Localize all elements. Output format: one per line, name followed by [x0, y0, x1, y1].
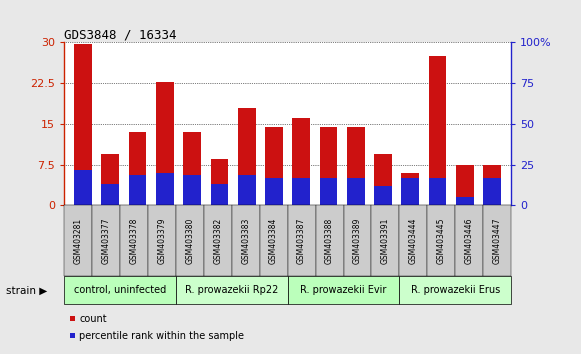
Text: GSM403444: GSM403444: [409, 217, 418, 264]
Bar: [102, 154, 119, 205]
Text: GSM403388: GSM403388: [325, 218, 334, 264]
Text: R. prowazekii Erus: R. prowazekii Erus: [411, 285, 500, 295]
Bar: [374, 154, 392, 205]
Bar: [320, 178, 338, 205]
Text: control, uninfected: control, uninfected: [74, 285, 166, 295]
Text: GSM403445: GSM403445: [437, 217, 446, 264]
Text: GSM403382: GSM403382: [213, 218, 222, 264]
Bar: [483, 165, 501, 205]
Text: GSM403377: GSM403377: [101, 217, 110, 264]
Text: GSM403379: GSM403379: [157, 217, 166, 264]
Bar: [129, 176, 146, 205]
Bar: [238, 108, 256, 205]
Bar: [238, 176, 256, 205]
Bar: [456, 197, 474, 205]
Bar: [265, 127, 283, 205]
Bar: [102, 184, 119, 205]
Bar: [156, 82, 174, 205]
Bar: [183, 132, 201, 205]
Bar: [401, 178, 419, 205]
Bar: [156, 173, 174, 205]
Bar: [292, 119, 310, 205]
Bar: [210, 159, 228, 205]
Bar: [210, 184, 228, 205]
Text: GSM403387: GSM403387: [297, 217, 306, 264]
Bar: [74, 44, 92, 205]
Text: count: count: [79, 314, 107, 324]
Text: R. prowazekii Evir: R. prowazekii Evir: [300, 285, 387, 295]
Bar: [429, 56, 446, 205]
Bar: [374, 186, 392, 205]
Text: GSM403383: GSM403383: [241, 217, 250, 264]
Text: strain ▶: strain ▶: [6, 285, 47, 295]
Bar: [129, 132, 146, 205]
Text: GSM403391: GSM403391: [381, 217, 390, 264]
Text: GSM403378: GSM403378: [130, 217, 138, 264]
Bar: [320, 127, 338, 205]
Bar: [429, 178, 446, 205]
Text: GSM403281: GSM403281: [73, 218, 83, 264]
Bar: [292, 178, 310, 205]
Text: GSM403384: GSM403384: [269, 217, 278, 264]
Bar: [483, 178, 501, 205]
Bar: [456, 165, 474, 205]
Text: GSM403389: GSM403389: [353, 217, 362, 264]
Text: R. prowazekii Rp22: R. prowazekii Rp22: [185, 285, 278, 295]
Text: GSM403380: GSM403380: [185, 217, 194, 264]
Text: GSM403447: GSM403447: [493, 217, 502, 264]
Bar: [401, 173, 419, 205]
Text: percentile rank within the sample: percentile rank within the sample: [79, 331, 244, 341]
Text: GDS3848 / 16334: GDS3848 / 16334: [64, 28, 177, 41]
Bar: [265, 178, 283, 205]
Bar: [347, 127, 365, 205]
Text: GSM403446: GSM403446: [465, 217, 474, 264]
Bar: [183, 176, 201, 205]
Bar: [74, 170, 92, 205]
Bar: [347, 178, 365, 205]
